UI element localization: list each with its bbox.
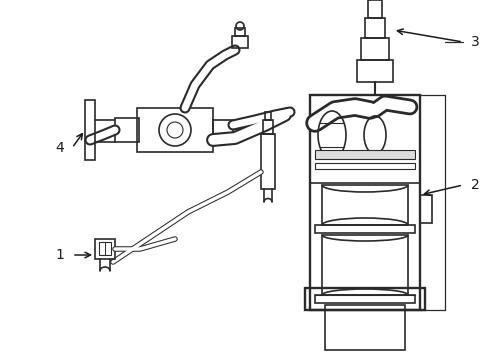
Bar [99, 242, 111, 255]
Bar [365, 18, 385, 38]
Bar [325, 305, 405, 350]
Bar [322, 185, 408, 225]
Bar [115, 118, 139, 142]
Bar [85, 100, 95, 160]
Text: 2: 2 [471, 178, 480, 192]
Bar [310, 95, 420, 310]
Text: 4: 4 [55, 141, 64, 155]
Bar [305, 288, 425, 310]
Text: 1: 1 [55, 248, 64, 262]
Bar [232, 36, 248, 48]
Bar [95, 239, 115, 259]
Bar [315, 295, 415, 303]
Bar [265, 112, 271, 120]
Bar [213, 120, 233, 140]
Bar [261, 134, 275, 189]
Bar [368, 0, 382, 18]
Bar [263, 120, 273, 134]
Bar [315, 163, 415, 169]
Bar [361, 38, 389, 60]
Text: 3: 3 [471, 35, 480, 49]
Bar [235, 28, 245, 36]
Bar [137, 108, 213, 152]
Bar [420, 195, 432, 223]
Bar [322, 235, 408, 295]
Bar [315, 150, 415, 159]
Bar [357, 60, 393, 82]
Bar [315, 225, 415, 233]
